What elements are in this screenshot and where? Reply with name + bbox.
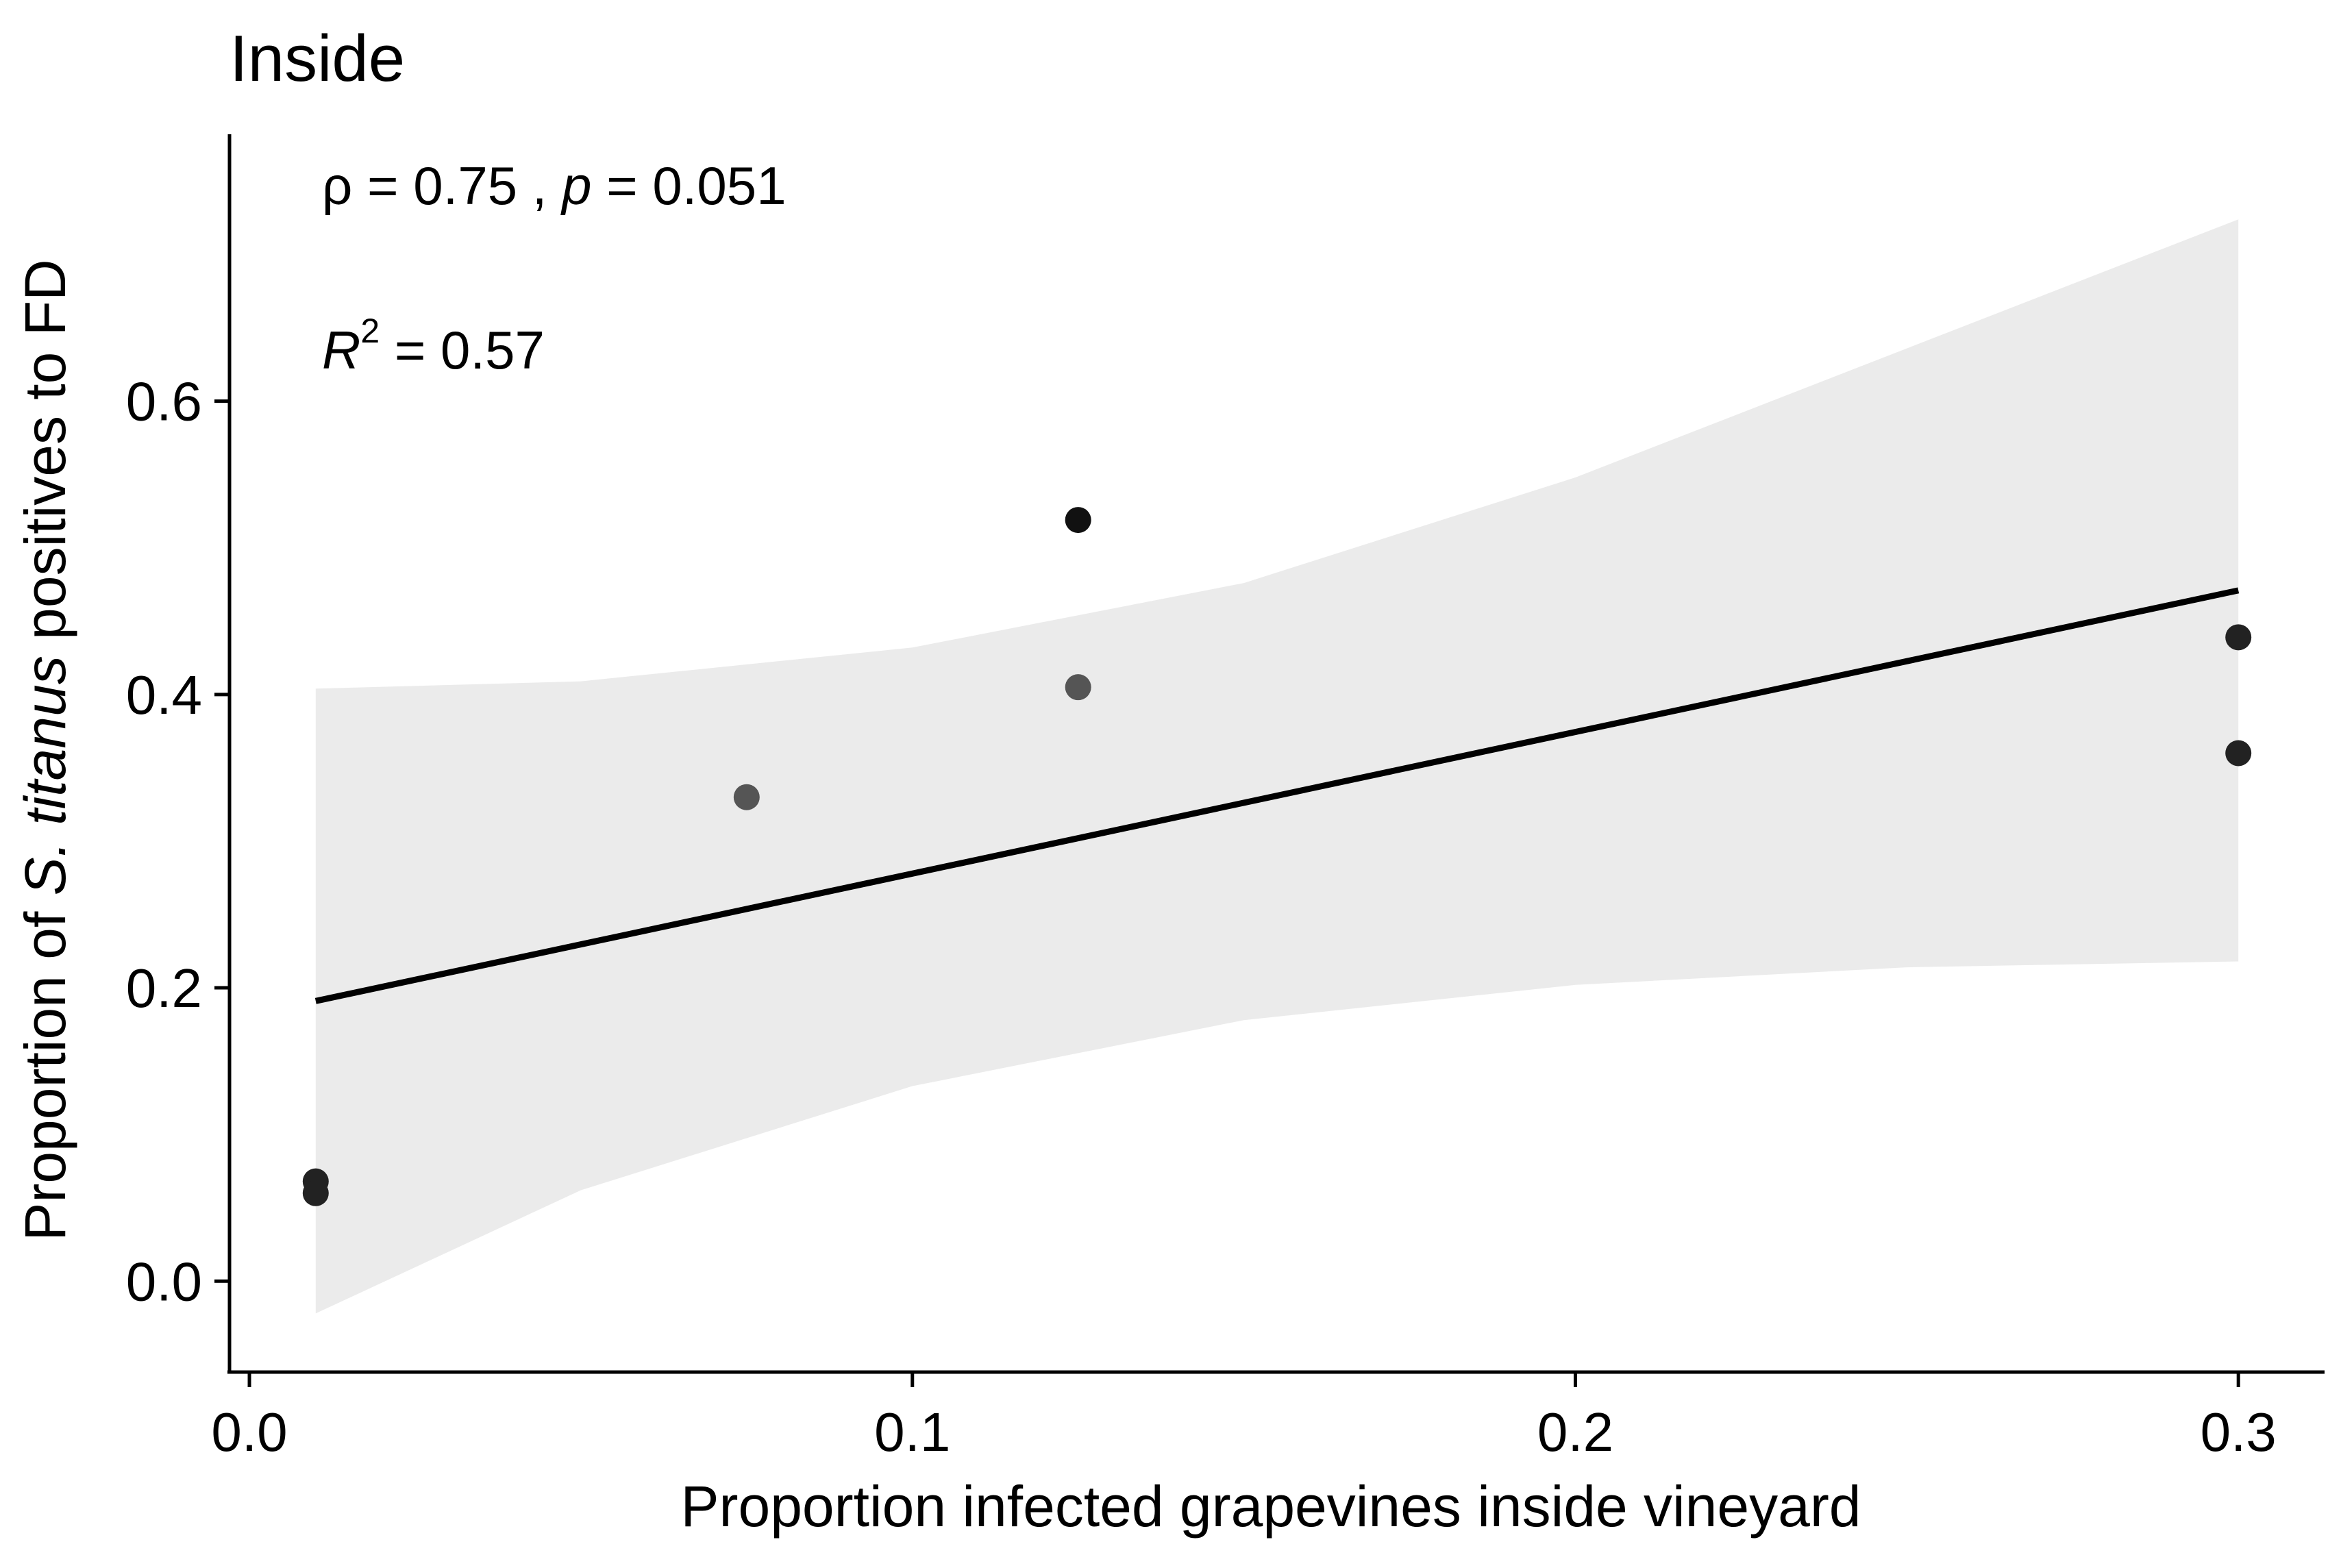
y-axis-title-suffix: positives to FD <box>13 259 77 656</box>
y-axis-ticks: 0.0 0.2 0.4 0.6 <box>126 371 230 1312</box>
p-value: = 0.051 <box>591 155 786 216</box>
x-tick-label: 0.0 <box>211 1402 287 1463</box>
y-axis-title-prefix: Proportion of <box>13 895 77 1241</box>
y-axis-title: Proportion of S. titanus positives to FD <box>13 259 77 1241</box>
y-tick-label: 0.2 <box>126 958 202 1019</box>
plot-area <box>302 219 2252 1314</box>
data-point <box>1065 507 1091 534</box>
r-squared-value: = 0.57 <box>380 320 545 380</box>
y-axis-title-species: S. titanus <box>13 656 77 895</box>
x-tick-label: 0.3 <box>2201 1402 2277 1463</box>
data-point <box>302 1180 329 1206</box>
r-squared-exponent: 2 <box>360 312 380 350</box>
data-point <box>733 784 760 810</box>
y-tick-label: 0.0 <box>126 1251 202 1312</box>
correlation-annotation: ρ = 0.75 , p = 0.051 <box>322 155 786 216</box>
confidence-band <box>315 219 2239 1314</box>
y-tick-label: 0.4 <box>126 664 202 725</box>
x-tick-label: 0.2 <box>1537 1402 1613 1463</box>
rho-value: = 0.75 , <box>352 155 562 216</box>
x-tick-label: 0.1 <box>874 1402 950 1463</box>
chart-title: Inside <box>230 22 405 95</box>
data-point <box>1065 674 1091 701</box>
x-axis-title: Proportion infected grapevines inside vi… <box>680 1474 1861 1539</box>
rho-symbol: ρ <box>322 155 352 216</box>
p-symbol: p <box>560 155 591 216</box>
x-axis-ticks: 0.0 0.1 0.2 0.3 <box>211 1372 2277 1463</box>
y-tick-label: 0.6 <box>126 371 202 432</box>
data-point <box>2225 740 2252 767</box>
regression-line <box>314 587 2240 1004</box>
r-squared-symbol: R <box>322 320 360 380</box>
r-squared-annotation: R2 = 0.57 <box>322 312 545 380</box>
data-point <box>2225 624 2252 651</box>
